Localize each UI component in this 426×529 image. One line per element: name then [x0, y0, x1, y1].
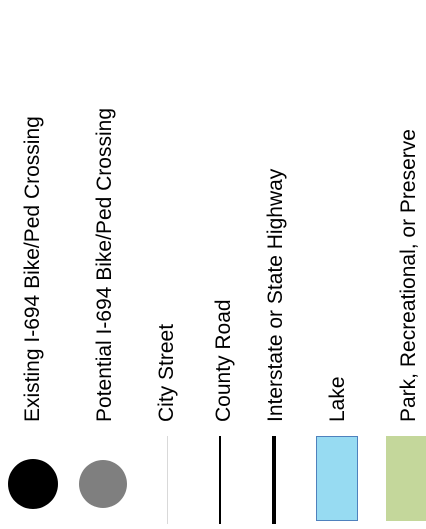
- city-street-label: City Street: [155, 323, 178, 422]
- interstate-highway-symbol: [272, 436, 276, 524]
- existing-crossing-label: Existing I-694 Bike/Ped Crossing: [21, 116, 44, 422]
- park-label: Park, Recreational, or Preserve: [397, 129, 420, 422]
- county-road-label: County Road: [212, 299, 235, 422]
- city-street-symbol: [167, 436, 168, 524]
- county-road-symbol: [219, 436, 221, 524]
- potential-crossing-symbol: [79, 460, 127, 508]
- interstate-highway-label: Interstate or State Highway: [264, 168, 287, 422]
- existing-crossing-symbol: [8, 459, 58, 509]
- lake-symbol: [316, 436, 358, 521]
- lake-label: Lake: [326, 376, 349, 422]
- park-symbol: [386, 436, 426, 521]
- potential-crossing-label: Potential I-694 Bike/Ped Crossing: [93, 107, 116, 422]
